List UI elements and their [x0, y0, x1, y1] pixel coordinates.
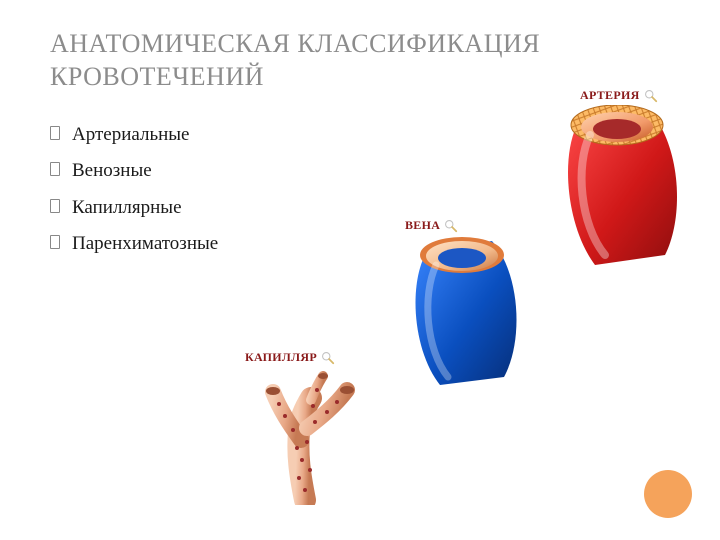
capillary-label-text: КАПИЛЛЯР: [245, 350, 317, 365]
vein-label-text: ВЕНА: [405, 218, 440, 233]
bullet-list: Артериальные Венозные Капиллярные Паренх…: [50, 120, 370, 266]
capillary-label: КАПИЛЛЯР: [245, 350, 335, 365]
magnifier-icon: [321, 351, 335, 365]
slide-title: АНАТОМИЧЕСКАЯ КЛАССИФИКАЦИЯ КРОВОТЕЧЕНИЙ: [50, 28, 550, 93]
artery-label-text: АРТЕРИЯ: [580, 88, 640, 103]
list-item: Венозные: [50, 156, 370, 186]
artery-illustration: [550, 105, 690, 275]
magnifier-icon: [644, 89, 658, 103]
vein-label: ВЕНА: [405, 218, 458, 233]
slide: { "title": "АНАТОМИЧЕСКАЯ КЛАССИФИКАЦИЯ …: [0, 0, 720, 540]
list-item: Капиллярные: [50, 193, 370, 223]
vein-illustration: [400, 235, 530, 395]
artery-label: АРТЕРИЯ: [580, 88, 658, 103]
list-item: Паренхиматозные: [50, 229, 370, 259]
capillary-illustration: [255, 370, 370, 505]
accent-circle-decoration: [644, 470, 692, 518]
magnifier-icon: [444, 219, 458, 233]
list-item: Артериальные: [50, 120, 370, 150]
